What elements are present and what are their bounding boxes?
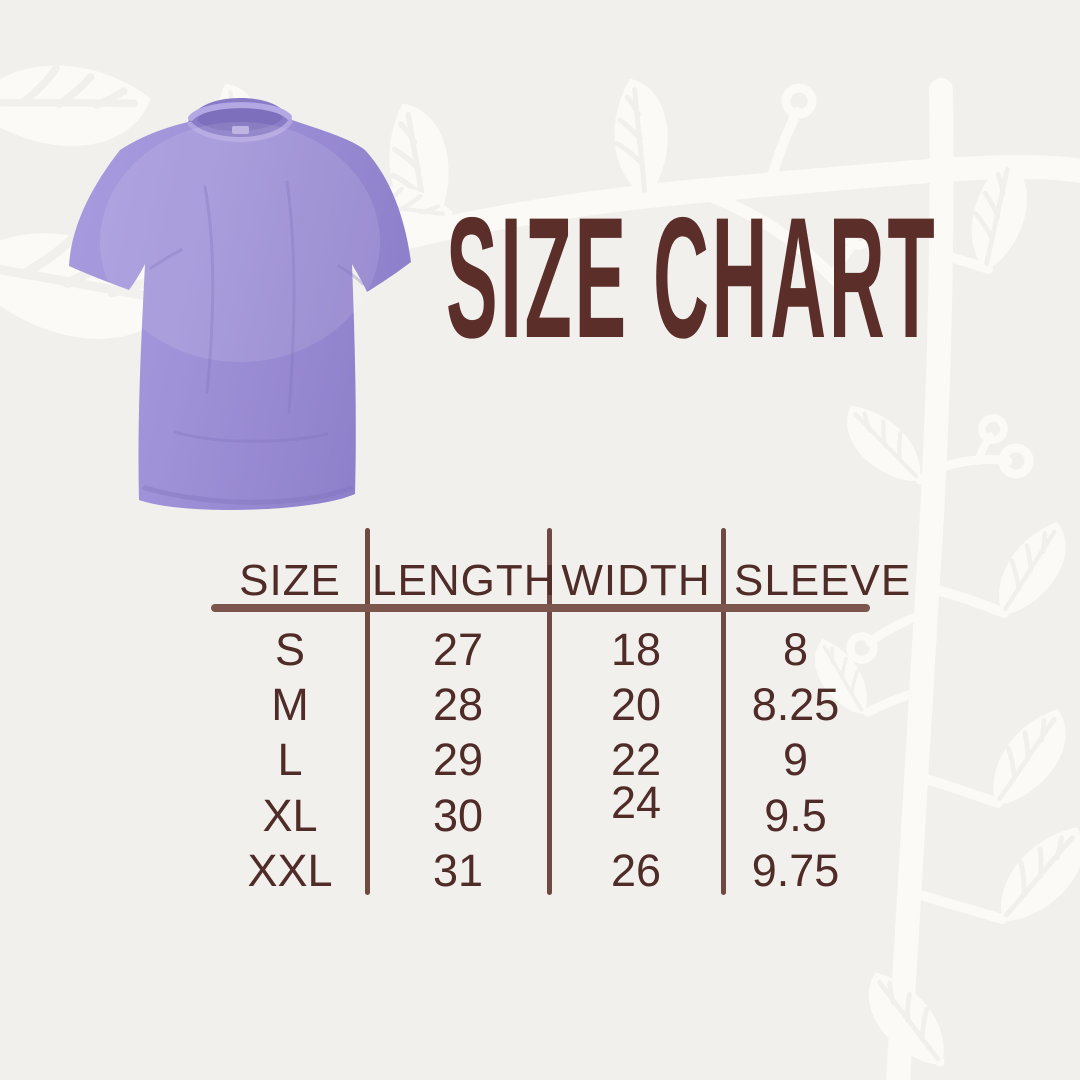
cell-width: 26 [610,845,662,897]
column-header-sleeve: SLEEVE [734,556,912,605]
cell-length: 27 [432,623,484,675]
table-row: XXL 31 26 9.75 [213,844,868,899]
table-header-rule [211,604,870,612]
cell-size: XL [262,789,318,841]
column-header-width: WIDTH [561,556,711,605]
table-row: S 27 18 8 [213,622,868,677]
table-vertical-line [547,528,552,895]
cell-length: 29 [432,734,484,786]
cell-length: 31 [432,845,484,897]
cell-width: 22 [610,734,662,786]
column-header-length: LENGTH [372,556,557,605]
cell-width: 18 [610,623,662,675]
table-vertical-line [365,528,370,895]
table-row: M 28 20 8.25 [213,677,868,732]
table-vertical-line [721,528,726,895]
cell-width: 24 [610,776,662,828]
size-table: SIZE LENGTH WIDTH SLEEVE S 27 18 8 M 28 … [211,528,910,896]
table-row: L 29 22 9 [213,733,868,788]
cell-sleeve: 8 [782,623,809,675]
cell-sleeve: 9.5 [764,789,827,841]
cell-length: 30 [432,789,484,841]
table-header-row: SIZE LENGTH WIDTH SLEEVE [213,556,910,606]
cell-sleeve: 9.75 [751,845,840,897]
cell-size: L [277,734,303,786]
column-header-size: SIZE [239,556,341,605]
cell-width: 20 [610,679,662,731]
cell-sleeve: 8.25 [751,679,840,731]
cell-length: 28 [432,679,484,731]
tshirt-shape [69,98,411,511]
tshirt-product-photo [69,98,411,511]
cell-size: S [274,623,305,675]
cell-size: XXL [247,845,333,897]
cell-size: M [271,679,309,731]
table-body: S 27 18 8 M 28 20 8.25 L 29 22 9 XL 30 2… [213,622,868,899]
cell-sleeve: 9 [782,734,809,786]
table-row: XL 30 24 9.5 [213,777,868,843]
page-title: SIZE CHART [446,182,938,374]
right-branch-illustration [796,78,1080,1080]
